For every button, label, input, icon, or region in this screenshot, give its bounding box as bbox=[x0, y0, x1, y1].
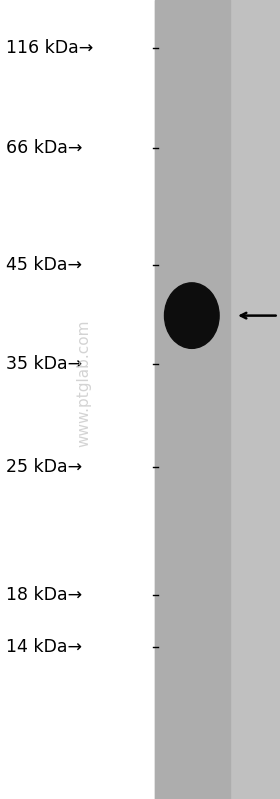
Bar bbox=[155, 0, 230, 799]
Text: 14 kDa→: 14 kDa→ bbox=[6, 638, 81, 656]
Ellipse shape bbox=[165, 283, 219, 348]
Text: 25 kDa→: 25 kDa→ bbox=[6, 459, 82, 476]
Text: 45 kDa→: 45 kDa→ bbox=[6, 256, 81, 274]
Bar bbox=[230, 0, 280, 799]
Text: 66 kDa→: 66 kDa→ bbox=[6, 139, 82, 157]
Text: 116 kDa→: 116 kDa→ bbox=[6, 39, 93, 57]
Text: www.ptglab.com: www.ptglab.com bbox=[76, 320, 92, 447]
Text: 35 kDa→: 35 kDa→ bbox=[6, 355, 82, 372]
Bar bbox=[155, 0, 280, 799]
Text: 18 kDa→: 18 kDa→ bbox=[6, 586, 82, 604]
